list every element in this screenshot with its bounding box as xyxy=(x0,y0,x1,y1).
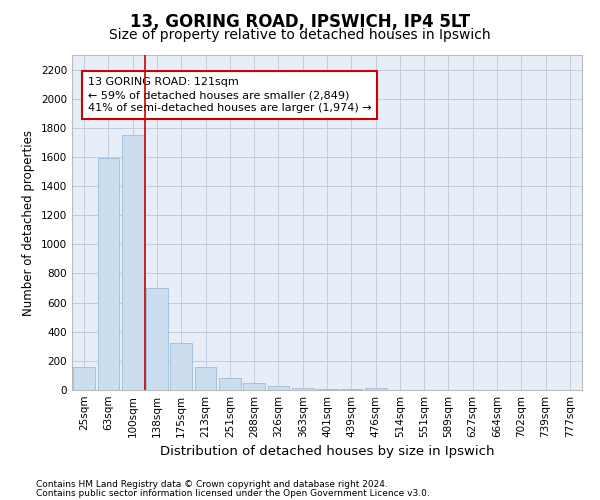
Bar xyxy=(365,388,386,390)
X-axis label: Distribution of detached houses by size in Ipswich: Distribution of detached houses by size … xyxy=(160,446,494,458)
Text: 13 GORING ROAD: 121sqm
← 59% of detached houses are smaller (2,849)
41% of semi-: 13 GORING ROAD: 121sqm ← 59% of detached… xyxy=(88,77,371,113)
Text: Size of property relative to detached houses in Ipswich: Size of property relative to detached ho… xyxy=(109,28,491,42)
Bar xyxy=(219,378,241,390)
Bar xyxy=(194,368,217,390)
Bar xyxy=(122,135,143,390)
Text: Contains HM Land Registry data © Crown copyright and database right 2024.: Contains HM Land Registry data © Crown c… xyxy=(36,480,388,489)
Text: Contains public sector information licensed under the Open Government Licence v3: Contains public sector information licen… xyxy=(36,488,430,498)
Bar xyxy=(243,382,265,390)
Bar xyxy=(316,389,338,390)
Bar xyxy=(97,158,119,390)
Bar xyxy=(73,366,95,390)
Bar xyxy=(146,288,168,390)
Bar xyxy=(170,344,192,390)
Y-axis label: Number of detached properties: Number of detached properties xyxy=(22,130,35,316)
Text: 13, GORING ROAD, IPSWICH, IP4 5LT: 13, GORING ROAD, IPSWICH, IP4 5LT xyxy=(130,12,470,30)
Bar xyxy=(268,386,289,390)
Bar xyxy=(292,388,314,390)
